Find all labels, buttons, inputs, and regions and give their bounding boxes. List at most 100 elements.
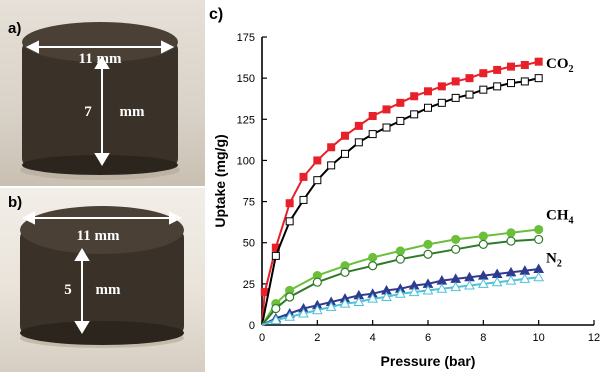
y-axis-title: Uptake (mg/g) (212, 134, 228, 227)
ch4-open-point (423, 249, 433, 259)
ch4-filled-point (506, 228, 516, 238)
pellet-a-height-label: mm (120, 104, 145, 120)
co2-filled-point (368, 111, 377, 120)
ch4-open-point (451, 244, 461, 254)
co2-filled-point (382, 105, 391, 114)
pellet-a-body (22, 40, 178, 168)
x-tick-label: 12 (588, 332, 600, 344)
ch4-open-point (506, 236, 516, 246)
co2-open-point (534, 74, 543, 83)
y-tick-label: 100 (237, 155, 255, 167)
co2-filled-point (327, 143, 336, 152)
series-label-subscript: 2 (569, 64, 574, 75)
ch4-filled-point (478, 231, 488, 241)
co2-filled-point (479, 69, 488, 78)
n2-open-point (450, 281, 462, 292)
n2-open-point (311, 304, 323, 315)
ch4-open-point (534, 234, 544, 245)
n2-open-point (464, 279, 475, 290)
n2-open-point (491, 276, 503, 287)
n2-open-point (353, 296, 365, 306)
ch4-filled-point (534, 224, 544, 235)
co2-open-point (341, 149, 349, 158)
series-label-co2: CO2 (546, 56, 574, 75)
n2-open-point (408, 286, 420, 297)
series-label-subscript: 4 (569, 216, 574, 227)
co2-open-point (465, 90, 474, 99)
co2-open-point (410, 110, 419, 119)
ch4-filled-point (368, 252, 378, 263)
co2-filled-series-line (261, 60, 539, 326)
series-label-main: CO (546, 56, 569, 72)
series-label-ch4: CH4 (546, 208, 574, 227)
ch4-open-point (395, 254, 405, 264)
pellet-a-height-value: 7 (84, 104, 92, 120)
n2-open-point (381, 291, 392, 302)
co2-filled-point (354, 121, 363, 130)
x-tick-label: 10 (533, 332, 545, 344)
x-tick-label: 2 (314, 332, 320, 344)
series-label-subscript: 2 (557, 258, 562, 269)
co2-open-point (479, 85, 488, 94)
x-axis-title: Pressure (bar) (381, 353, 476, 369)
co2-open-point (327, 161, 336, 170)
pellet-b-illustration: 11 mm 5 mm (20, 206, 184, 348)
co2-open-point (520, 77, 529, 86)
pellet-b-height-label: mm (96, 282, 121, 298)
x-tick-label: 6 (425, 332, 431, 344)
pellet-b-body (20, 228, 184, 336)
pellet-a-bottom (22, 155, 178, 175)
panel-letter-a: a) (8, 20, 22, 37)
co2-filled-point (493, 65, 502, 74)
co2-open-point (507, 79, 515, 88)
co2-filled-point (520, 60, 529, 69)
ch4-filled-point (423, 239, 433, 249)
ch4-open-point (285, 292, 295, 302)
x-tick-label: 4 (370, 332, 376, 344)
pellet-a-height-arrow (94, 56, 110, 166)
axes-layer: 0 2 4 6 8 10 12 0 25 50 75 100 125 150 175 (237, 32, 600, 344)
series-label-n2: N2 (546, 250, 562, 269)
n2-open-point (270, 314, 282, 325)
pellet-b-diameter-label: 11 mm (77, 228, 120, 244)
co2-filled-point (451, 77, 460, 86)
co2-open-point (382, 123, 391, 132)
photo-panel-b: 11 mm 5 mm b) (0, 188, 205, 372)
co2-filled-point (299, 172, 308, 181)
x-tick-label: 0 (259, 332, 265, 344)
x-tick-label: 8 (480, 332, 486, 344)
co2-open-point (368, 130, 377, 139)
co2-open-point (451, 93, 460, 102)
n2-open-point (284, 311, 296, 321)
pellet-b-bottom (20, 321, 184, 345)
pellet-a-top (22, 22, 178, 62)
co2-filled-point (410, 92, 419, 101)
chart-panel-c: c) 0 2 4 6 8 10 12 0 25 50 75 100 125 150 175 CO2 CH4 N2… (205, 0, 601, 372)
co2-filled-point (534, 57, 543, 66)
co2-open-point (354, 138, 363, 147)
pellet-a-diameter-arrow (25, 40, 175, 54)
n2-open-point (367, 293, 379, 303)
n2-open-point (519, 273, 531, 283)
co2-open-point (313, 176, 322, 185)
pellet-b-height-arrow (74, 248, 90, 334)
co2-open-point (493, 82, 502, 91)
y-tick-label: 150 (237, 73, 255, 85)
co2-filled-point (465, 74, 474, 83)
n2-open-point (325, 301, 337, 311)
ch4-filled-point (395, 246, 405, 256)
co2-filled-point (341, 131, 349, 140)
co2-open-point (424, 103, 432, 112)
ch4-open-point (271, 303, 281, 314)
photo-panel-a: 11 mm 7 mm a) (0, 0, 205, 186)
n2-open-point (505, 275, 517, 285)
n2-open-point (339, 298, 351, 308)
series-label-main: CH (546, 208, 569, 224)
ch4-open-point (368, 261, 378, 271)
series-layer (260, 57, 545, 326)
series-label-main: N (546, 250, 557, 266)
ch4-open-point (340, 267, 350, 277)
n2-open-point (422, 284, 434, 295)
